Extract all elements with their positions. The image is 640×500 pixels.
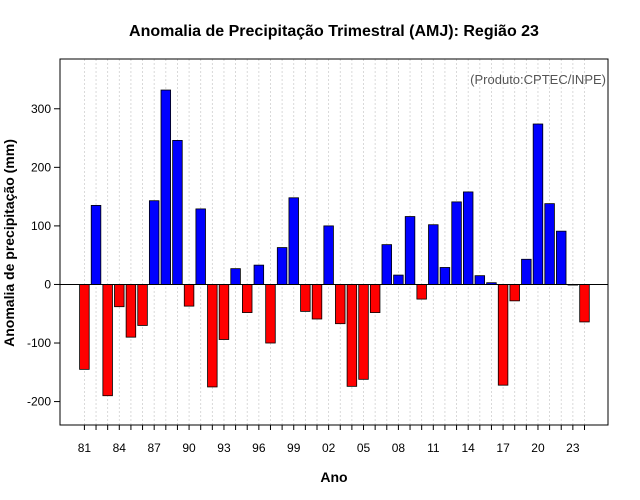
- bar-1997: [265, 284, 276, 344]
- bar-2008: [393, 274, 404, 285]
- bar-1981: [79, 284, 90, 370]
- y-axis-label: Anomalia de precipitação (mm): [1, 139, 17, 347]
- x-tick-label: 81: [78, 441, 92, 455]
- y-tick-label: 200: [31, 160, 51, 174]
- bar-2006: [369, 284, 381, 313]
- bar-2013: [451, 201, 462, 285]
- x-tick-label: 14: [462, 441, 476, 455]
- bar-2020: [532, 123, 544, 285]
- bar-1995: [242, 284, 253, 313]
- bar-1984: [114, 284, 125, 308]
- x-tick-label: 20: [531, 441, 545, 455]
- y-axis: -200 -100 0 100 200 300: [27, 102, 60, 409]
- x-tick-label: 08: [392, 441, 406, 455]
- x-axis-label: Ano: [320, 469, 347, 485]
- bar-2000: [300, 284, 311, 312]
- bar-2017: [497, 284, 509, 386]
- chart-title: Anomalia de Precipitação Trimestral (AMJ…: [129, 23, 539, 40]
- bar-1985: [125, 284, 137, 338]
- bar-1996: [253, 264, 265, 285]
- x-axis: 81 84 87 90 93 96 99 02 05 08 11 14 17 20 23: [78, 425, 585, 455]
- bar-2010: [416, 284, 427, 300]
- bar-1990: [183, 284, 195, 307]
- product-credit: (Produto:CPTEC/INPE): [470, 72, 606, 87]
- bar-2004: [346, 284, 358, 387]
- x-tick-label: 87: [148, 441, 162, 455]
- bar-1998: [276, 247, 288, 285]
- bar-2005: [358, 284, 369, 380]
- y-tick-label: 0: [44, 277, 51, 291]
- x-tick-label: 93: [217, 441, 231, 455]
- bar-2002: [323, 225, 334, 285]
- x-tick-label: 05: [357, 441, 371, 455]
- bar-1991: [195, 208, 206, 285]
- bar-1987: [148, 200, 160, 285]
- x-tick-label: 11: [427, 441, 440, 455]
- bars: [79, 89, 590, 397]
- x-tick-label: 96: [252, 441, 266, 455]
- bar-1989: [172, 139, 183, 285]
- x-tick-label: 84: [113, 441, 127, 455]
- x-tick-label: 23: [566, 441, 580, 455]
- bar-2014: [462, 191, 474, 285]
- grid: [84, 59, 585, 425]
- x-tick-label: 99: [287, 441, 301, 455]
- bar-2019: [521, 258, 532, 285]
- y-tick-label: -200: [27, 395, 51, 409]
- bar-2021: [544, 203, 555, 285]
- bar-1983: [102, 284, 113, 397]
- bar-1986: [137, 284, 148, 326]
- x-tick-label: 90: [182, 441, 196, 455]
- bar-2011: [428, 224, 439, 285]
- bar-1992: [207, 284, 218, 388]
- plot-frame: [59, 58, 609, 426]
- bar-2015: [474, 275, 486, 285]
- x-tick-label: 17: [496, 441, 510, 455]
- x-tick-label: 02: [322, 441, 336, 455]
- bar-2018: [509, 284, 520, 302]
- bar-2007: [381, 244, 392, 285]
- bar-2009: [404, 216, 416, 285]
- y-tick-label: 300: [31, 102, 51, 116]
- bar-1999: [288, 197, 299, 285]
- y-tick-label: 100: [31, 219, 51, 233]
- bar-2024: [579, 284, 590, 323]
- bar-1994: [230, 268, 241, 285]
- bar-1988: [160, 89, 172, 285]
- bar-2001: [311, 284, 323, 320]
- bar-2003: [335, 284, 346, 325]
- bar-1982: [90, 204, 102, 285]
- y-tick-label: -100: [27, 336, 51, 350]
- bar-1993: [218, 284, 230, 340]
- bar-2012: [439, 267, 451, 285]
- bar-2022: [556, 230, 567, 285]
